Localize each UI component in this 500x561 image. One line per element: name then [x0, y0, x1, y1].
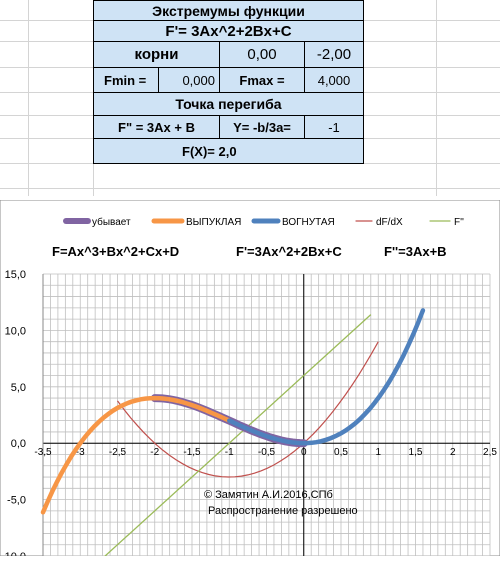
legend-dfdx-label: dF/dX — [376, 217, 403, 228]
root2-value[interactable]: -2,00 — [304, 41, 364, 68]
fx-label: F(X)= — [182, 143, 215, 159]
x-tick-label: -3 — [76, 447, 85, 458]
formula-labels: F=Ax^3+Bx^2+Cx+D F'=3Ax^2+2Bx+C F''=3Ax+… — [52, 244, 447, 259]
root1-value[interactable]: 0,00 — [219, 41, 305, 68]
formula-f: F=Ax^3+Bx^2+Cx+D — [52, 244, 179, 259]
x-tick-label: 2,5 — [483, 447, 497, 458]
x-tick-label: -1,5 — [183, 447, 201, 458]
y-tick-label: 10,0 — [5, 325, 26, 337]
fmin-label[interactable]: Fmin = — [93, 67, 159, 93]
inflection-title[interactable]: Точка перегиба — [93, 92, 364, 116]
legend-convex-label: ВЫПУКЛАЯ — [186, 217, 241, 228]
y-tick-label: 15,0 — [5, 269, 26, 281]
series-f2 — [102, 314, 372, 559]
spreadsheet-area: Экстремумы функции F'= 3Ax^2+2Bx+C корни… — [0, 0, 500, 196]
x-tick-label: 2 — [450, 447, 456, 458]
x-tick-label: 1,5 — [409, 447, 423, 458]
formula-f2: F''=3Ax+B — [384, 244, 447, 259]
chart-area[interactable]: -3,5 -3 -2,5 -2 -1,5 -1 -0,5 0 0,5 1 1,5 2 2,5 15,0 10… — [0, 199, 500, 561]
watermark-line2: Распространение разрешено — [208, 505, 358, 517]
y-tick-label: 0,0 — [11, 438, 26, 450]
x-tick-label: -2 — [150, 447, 159, 458]
function-chart[interactable]: -3,5 -3 -2,5 -2 -1,5 -1 -0,5 0 0,5 1 1,5 2 2,5 15,0 10… — [0, 199, 500, 561]
x-tick-label: -3,5 — [34, 447, 52, 458]
x-tick-label: -2,5 — [109, 447, 127, 458]
x-tick-label: 1 — [375, 447, 381, 458]
y-value[interactable]: -1 — [304, 115, 364, 139]
fmax-label[interactable]: Fmax = — [219, 67, 305, 93]
chart-legend: убывает ВЫПУКЛАЯ ВОГНУТАЯ dF/dX F'' — [63, 216, 464, 228]
series-concave — [227, 308, 426, 446]
fmin-value[interactable]: 0,000 — [158, 67, 220, 93]
formula-f1: F'=3Ax^2+2Bx+C — [236, 244, 342, 259]
y-tick-label: -5,0 — [7, 495, 26, 507]
legend-decreasing-label: убывает — [92, 216, 131, 228]
x-tick-label: -0,5 — [258, 447, 276, 458]
second-derivative-formula[interactable]: F" = 3Ax + B — [93, 115, 220, 139]
x-tick-label: -1 — [225, 447, 234, 458]
y-tick-label: -10,0 — [1, 551, 26, 556]
chart-series — [40, 308, 426, 559]
fx-cell[interactable]: F(X)= 2,0 — [93, 138, 364, 164]
fx-value: 2,0 — [218, 143, 237, 159]
chart-grid — [42, 273, 491, 557]
fmax-value[interactable]: 4,000 — [304, 67, 364, 93]
legend-concave-label: ВОГНУТАЯ — [282, 217, 335, 228]
x-tick-label: 0,5 — [334, 447, 348, 458]
y-tick-label: 5,0 — [11, 382, 26, 394]
watermark-line1: © Замятин А.И.2016,СПб — [204, 489, 333, 501]
chart-border — [0, 199, 500, 557]
derivative-formula[interactable]: F'= 3Ax^2+2Bx+C — [93, 20, 364, 42]
legend-f2-label: F'' — [454, 217, 464, 228]
y-formula[interactable]: Y= -b/3a= — [219, 115, 305, 139]
table-title[interactable]: Экстремумы функции — [93, 0, 364, 21]
series-dfdx — [117, 341, 379, 478]
series-convex — [40, 395, 232, 515]
watermark: © Замятин А.И.2016,СПб Распространение р… — [204, 489, 358, 517]
roots-label[interactable]: корни — [93, 41, 220, 68]
x-tick-label: 0 — [301, 447, 307, 458]
